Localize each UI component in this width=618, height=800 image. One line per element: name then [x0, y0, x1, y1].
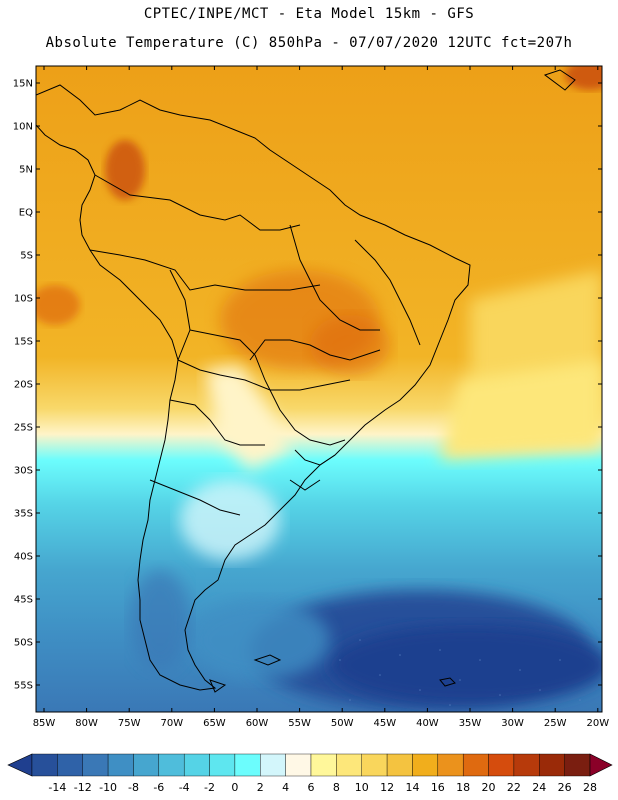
colorbar-label: -10	[99, 781, 117, 794]
colorbar-swatch	[513, 753, 540, 777]
colorbar-swatch	[386, 753, 413, 777]
lon-label: 70W	[160, 718, 183, 729]
colorbar-swatch	[57, 753, 83, 777]
colorbar-swatch	[310, 753, 337, 777]
colorbar-swatch	[31, 753, 58, 777]
lat-label: EQ	[19, 208, 33, 219]
lat-label: 50S	[14, 638, 33, 649]
colorbar-label: 6	[308, 781, 315, 794]
colorbar-swatch	[564, 753, 591, 777]
colorbar-swatch	[488, 753, 515, 777]
colorbar-swatch	[183, 753, 210, 777]
map-frame	[35, 65, 603, 713]
colorbar-swatch	[234, 753, 261, 777]
lon-label: 65W	[203, 718, 226, 729]
coastline-and-borders	[36, 69, 576, 693]
colorbar-swatch	[437, 753, 464, 777]
colorbar-label: 10	[355, 781, 369, 794]
colorbar-label: -12	[74, 781, 92, 794]
lat-label: 35S	[14, 509, 33, 520]
lat-label: 15N	[13, 79, 33, 90]
colorbar-label: 12	[380, 781, 394, 794]
colorbar-arrow-low	[7, 753, 33, 777]
lat-label: 55S	[14, 681, 33, 692]
colorbar-label: -2	[204, 781, 215, 794]
lon-label: 60W	[246, 718, 269, 729]
colorbar-arrow-high	[589, 753, 613, 777]
lat-label: 5S	[20, 251, 33, 262]
lat-label: 10N	[13, 122, 33, 133]
colorbar-label: 8	[333, 781, 340, 794]
lon-label: 40W	[416, 718, 439, 729]
map-title-line2: Absolute Temperature (C) 850hPa - 07/07/…	[45, 35, 573, 51]
lat-label: 45S	[14, 595, 33, 606]
map-title-line1: CPTEC/INPE/MCT - Eta Model 15km - GFS	[143, 6, 475, 22]
colorbar-label: -6	[153, 781, 164, 794]
colorbar-label: -4	[179, 781, 190, 794]
colorbar-swatch	[260, 753, 286, 777]
lon-label: 80W	[75, 718, 98, 729]
colorbar-swatch	[107, 753, 134, 777]
colorbar-label: 16	[431, 781, 445, 794]
colorbar-swatch	[462, 753, 489, 777]
colorbar-label: 26	[558, 781, 572, 794]
colorbar-swatch	[209, 753, 236, 777]
lat-label: 25S	[14, 423, 33, 434]
colorbar-swatch	[361, 753, 388, 777]
lon-label: 20W	[586, 718, 609, 729]
colorbar-label: -14	[48, 781, 66, 794]
colorbar-label: 4	[282, 781, 289, 794]
colorbar-label: 14	[405, 781, 419, 794]
south-america-coastline	[36, 84, 471, 691]
lon-label: 25W	[544, 718, 567, 729]
colorbar-label: 28	[583, 781, 597, 794]
colorbar-label: 2	[257, 781, 264, 794]
colorbar-swatch	[158, 753, 185, 777]
lat-label: 40S	[14, 552, 33, 563]
colorbar-label: 20	[482, 781, 496, 794]
lon-label: 50W	[331, 718, 354, 729]
lon-label: 35W	[459, 718, 482, 729]
colorbar-label: 0	[231, 781, 238, 794]
lat-label: 10S	[14, 294, 33, 305]
temperature-field	[36, 66, 602, 712]
colorbar-swatch	[285, 753, 312, 777]
longitude-axis: 85W 80W 75W 70W 65W 60W 55W 50W 45W 40W 35W 30W 25W 2…	[33, 66, 609, 729]
colorbar-swatch	[133, 753, 160, 777]
latitude-axis: 15N 10N 5N EQ 5S 10S 15S 20S 25S 30S 35S 40S 45S 50S 5…	[13, 79, 602, 692]
temperature-colorbar: -14 -12 -10 -8 -6 -4 -2 0 2 4 6 8 10 12 14 16 18 20 22 24 26…	[7, 753, 613, 794]
lon-label: 55W	[288, 718, 311, 729]
colorbar-label: -8	[128, 781, 139, 794]
colorbar-label: 24	[532, 781, 546, 794]
lat-label: 5N	[19, 165, 33, 176]
colorbar-swatch	[539, 753, 565, 777]
lon-label: 75W	[118, 718, 141, 729]
colorbar-label: 18	[456, 781, 470, 794]
colorbar-swatch	[412, 753, 439, 777]
colorbar-swatch	[82, 753, 109, 777]
lat-label: 30S	[14, 466, 33, 477]
lon-label: 45W	[373, 718, 396, 729]
colorbar-swatch	[336, 753, 362, 777]
lat-label: 15S	[14, 337, 33, 348]
lon-label: 85W	[33, 718, 56, 729]
colorbar-label: 22	[507, 781, 521, 794]
lat-label: 20S	[14, 380, 33, 391]
lon-label: 30W	[501, 718, 524, 729]
